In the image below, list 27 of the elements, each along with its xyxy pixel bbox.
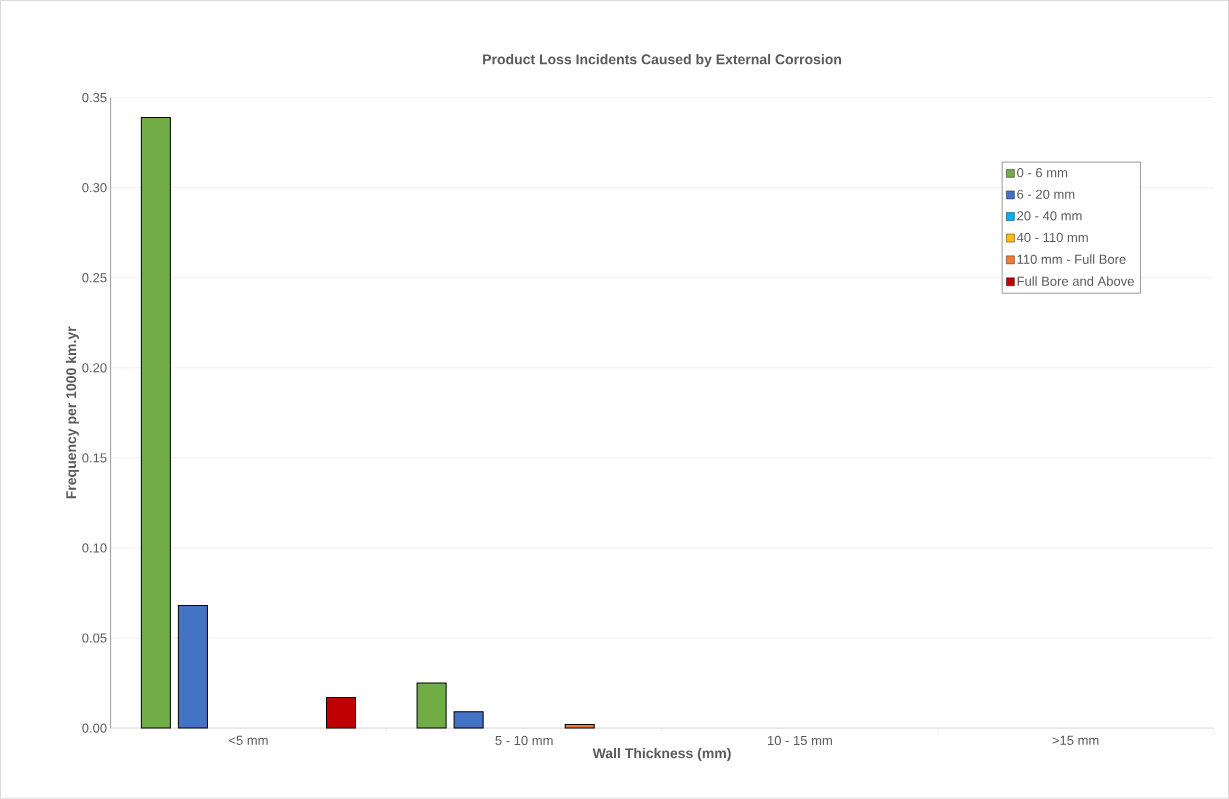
bar: [177, 605, 208, 729]
legend-label: 110 mm - Full Bore: [1017, 254, 1126, 265]
x-tick-label: 10 - 15 mm: [767, 736, 832, 746]
bar: [453, 711, 484, 729]
bar: [416, 682, 447, 729]
bar: [564, 724, 595, 729]
y-tick-label: 0.10: [82, 543, 107, 553]
legend-label: 20 - 40 mm: [1017, 211, 1082, 221]
y-tick-label: 0.20: [82, 363, 107, 373]
legend-label: 40 - 110 mm: [1016, 232, 1088, 243]
bar: [326, 697, 357, 729]
y-axis-title: Frequency per 1000 km.yr: [65, 326, 79, 499]
legend-label: Full Bore and Above: [1017, 276, 1134, 287]
chart-title: Product Loss Incidents Caused by External Corrosion: [483, 54, 842, 68]
x-tick-label: >15 mm: [1052, 736, 1099, 746]
y-tick-label: 0.35: [82, 93, 107, 103]
y-tick-label: 0.30: [82, 183, 107, 193]
legend-label: 6 - 20 mm: [1017, 189, 1075, 200]
y-tick-label: 0.05: [82, 633, 107, 643]
legend-label: 0 - 6 mm: [1017, 168, 1068, 178]
bar: [140, 117, 171, 729]
x-tick-label: <5 mm: [229, 736, 268, 746]
y-tick-label: 0.25: [82, 273, 107, 283]
y-tick-label: 0.15: [82, 453, 107, 463]
y-tick-label: 0.00: [82, 723, 107, 733]
x-tick-label: 5 - 10 mm: [495, 736, 553, 746]
x-axis-title: Wall Thickness (mm): [592, 748, 731, 762]
